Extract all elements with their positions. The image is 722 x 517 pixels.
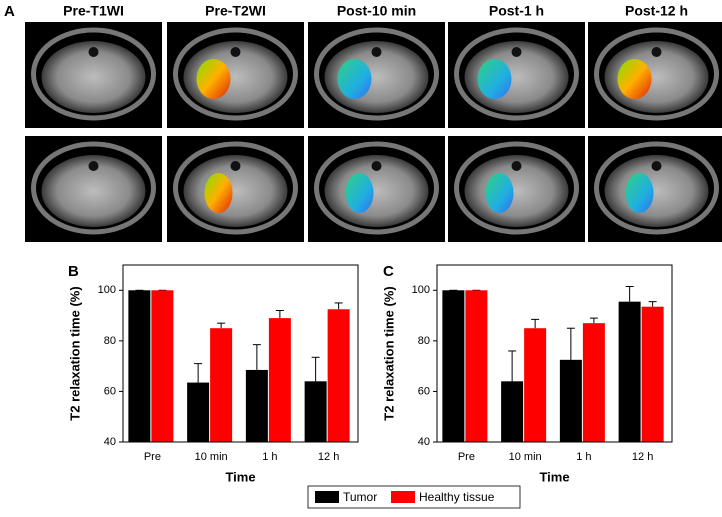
panel-label: A — [4, 3, 15, 20]
plot-frame — [436, 264, 673, 443]
ventricle — [651, 47, 662, 57]
x-tick-label: 10 min — [509, 451, 542, 463]
bar — [618, 301, 641, 442]
skull — [454, 141, 579, 235]
y-tick-label: 40 — [104, 436, 116, 448]
brain — [464, 155, 569, 227]
brain — [324, 155, 429, 227]
y-tick-label: 80 — [418, 335, 430, 347]
tumor-overlay — [617, 59, 652, 99]
legend-label: Healthy tissue — [419, 490, 495, 504]
skull — [314, 27, 439, 121]
panel-label: C — [383, 263, 394, 280]
y-tick-label: 60 — [104, 385, 116, 397]
tumor-overlay — [204, 173, 233, 213]
skull — [314, 141, 439, 235]
brain — [183, 155, 288, 227]
column-title: Post-10 min — [337, 3, 416, 19]
x-tick-label: Pre — [458, 451, 475, 463]
x-tick-label: 10 min — [195, 451, 228, 463]
ventricle — [88, 47, 99, 57]
tumor-overlay — [485, 173, 514, 213]
panel-label: B — [68, 263, 79, 280]
y-tick-label: 80 — [104, 335, 116, 347]
bar — [245, 369, 268, 442]
plot-frame — [122, 264, 359, 443]
skull — [594, 141, 719, 235]
y-axis-title: T2 relaxation time (%) — [381, 286, 396, 420]
y-tick-label: 100 — [98, 284, 116, 296]
mri-images — [25, 22, 722, 242]
ventricle — [511, 47, 522, 57]
skull — [31, 27, 156, 121]
y-axis-title: T2 relaxation time (%) — [67, 286, 82, 420]
bar — [641, 306, 664, 442]
column-title: Post-1 h — [489, 3, 544, 19]
ventricle — [511, 161, 522, 171]
ventricle — [651, 161, 662, 171]
ventricle — [371, 47, 382, 57]
bar — [327, 309, 350, 442]
bar — [524, 328, 547, 442]
x-axis-title: Time — [225, 469, 255, 484]
brain — [41, 41, 146, 113]
tumor-overlay — [345, 173, 374, 213]
tumor-overlay — [625, 173, 654, 213]
x-tick-label: 1 h — [576, 451, 591, 463]
legend-box — [307, 485, 521, 509]
legend-swatch — [315, 491, 339, 503]
x-tick-label: 1 h — [262, 451, 277, 463]
skull — [594, 27, 719, 121]
x-tick-label: 12 h — [632, 451, 653, 463]
bar — [304, 381, 327, 442]
bar — [210, 328, 233, 442]
x-tick-label: Pre — [144, 451, 161, 463]
x-axis-title: Time — [539, 469, 569, 484]
y-tick-label: 100 — [412, 284, 430, 296]
bar — [501, 381, 524, 442]
brain — [604, 155, 709, 227]
y-tick-label: 40 — [418, 436, 430, 448]
skull — [31, 141, 156, 235]
bar — [128, 290, 151, 442]
brain — [41, 155, 146, 227]
skull — [454, 27, 579, 121]
bar — [582, 323, 605, 442]
column-title: Post-12 h — [625, 3, 688, 19]
ventricle — [230, 47, 241, 57]
tumor-overlay — [196, 59, 231, 99]
column-title: Pre-T1WI — [63, 3, 124, 19]
bar — [559, 359, 582, 442]
bar — [465, 290, 488, 442]
tumor-overlay — [337, 59, 372, 99]
bar — [442, 290, 465, 442]
x-tick-label: 12 h — [318, 451, 339, 463]
skull — [173, 141, 298, 235]
y-tick-label: 60 — [418, 385, 430, 397]
bar — [187, 382, 210, 442]
tumor-overlay — [477, 59, 512, 99]
ventricle — [88, 161, 99, 171]
ventricle — [230, 161, 241, 171]
column-title: Pre-T2WI — [205, 3, 266, 19]
bar — [151, 290, 174, 442]
legend-label: Tumor — [343, 490, 377, 504]
bar — [268, 318, 291, 442]
ventricle — [371, 161, 382, 171]
legend-swatch — [391, 491, 415, 503]
skull — [173, 27, 298, 121]
